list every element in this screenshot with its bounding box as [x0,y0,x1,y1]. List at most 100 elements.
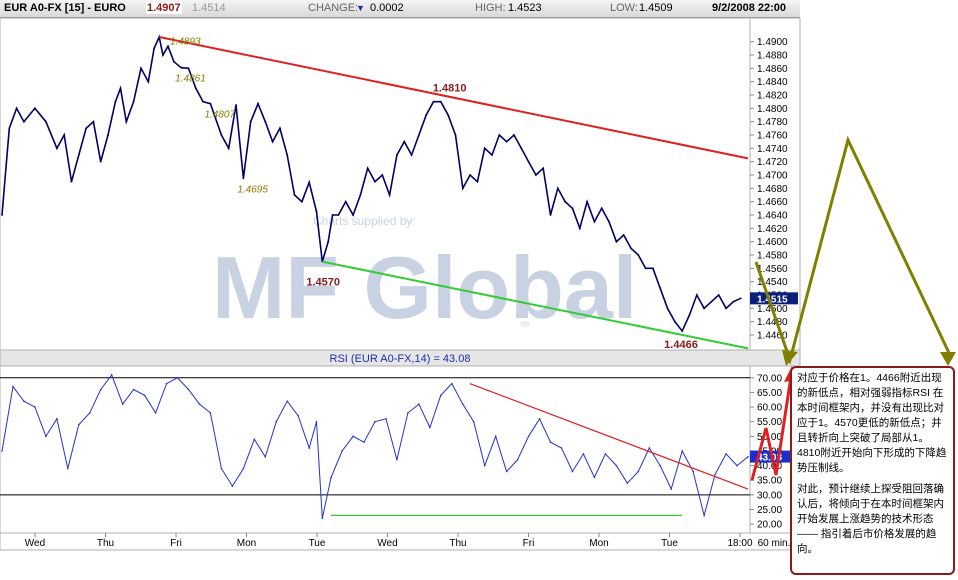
x-tick-label: Wed [377,538,397,549]
price-point [34,107,36,110]
rsi-point [253,438,256,441]
rsi-point [681,450,683,452]
axis-layer: 1.4900 1.4880 1.4860 1.4840 1.4820 1.4800 1.47… [25,37,791,549]
price-point [461,187,464,190]
price-point [630,247,632,250]
x-tick-label: Wed [25,538,45,549]
price-point [374,180,376,183]
rsi-point [396,458,398,461]
price-y-tick-label: 1.4760 [757,131,788,142]
label-layer: 1.4893 1.4861 1.4807 1.4695 1.4810 1.4570 1.44… [170,36,798,464]
price-point [542,167,545,170]
price-point [403,140,406,143]
price-point [23,120,25,123]
price-point [167,45,169,48]
price-point [242,177,245,180]
rsi-y-tick-label: 25.00 [757,505,782,516]
price-y-tick-label: 1.4680 [757,184,788,195]
price-point [92,120,95,123]
price-annotation-label: 1.4893 [170,36,201,47]
rsi-point [440,394,442,397]
price-point [202,100,205,103]
rsi-point [582,453,585,455]
rsi-y-tick-label: 20.00 [757,520,782,531]
price-annotation-label: 1.4810 [433,83,467,95]
price-point [119,87,122,90]
rsi-point [242,467,245,470]
price-point [505,140,508,143]
chart-header: EUR A0-FX [15] - EURO 1.4514 CHANGE: ▼ 0… [0,0,800,18]
rsi-point [648,447,651,449]
rsi-point [34,406,36,408]
price-point [114,100,117,103]
price-point [483,147,486,150]
rsi-point [604,453,607,455]
price-point [44,120,47,123]
price-point [703,307,706,310]
rsi-y-tick-label: 40.00 [757,461,782,472]
price-point [410,154,413,156]
price-point [194,87,197,90]
rsi-point [505,470,508,473]
price-point [107,134,109,136]
rsi-point [352,435,354,438]
price-point [279,127,281,130]
rsi-point [231,485,234,487]
rsi-y-tick-label: 30.00 [757,490,782,501]
rsi-point [121,403,124,405]
rsi-point [714,473,716,476]
price-y-tick-label: 1.4560 [757,264,788,275]
price-annotation-label: 1.4861 [175,74,206,85]
rsi-point [176,376,179,379]
rsi-point [154,412,157,414]
price-y-tick-label: 1.4580 [757,251,788,262]
rsi-projection-arrow [750,369,794,481]
price-annotation-label: 1.4695 [237,184,268,195]
price-point [659,287,662,290]
price-point [447,114,450,116]
rsi-point [23,400,25,403]
price-point [147,80,150,83]
price-point [172,60,175,63]
rsi-point [736,464,738,467]
last-price-partial: 1.4514 [192,2,226,14]
price-point [549,214,552,216]
x-tick-label: Thu [97,538,114,549]
rsi-title: RSI (EUR A0-FX,14) = 43.08 [330,353,471,365]
rsi-point [77,423,80,426]
rsi-y-tick-label: 60.00 [757,403,782,414]
price-point [366,167,369,170]
note-paragraph-2: 对此，预计继续上探受阻回落确认后，将倾向于在本时间框架内开始发展上涨趋势的技术形… [797,483,944,555]
last-price-badge-label: 1.4515 [757,294,788,305]
rsi-point [198,403,201,405]
x-tick-label: Tue [309,538,326,549]
price-y-tick-label: 1.4800 [757,104,788,115]
rsi-point [1,450,3,452]
olive-arrowhead-right [940,352,956,366]
price-point [337,214,340,216]
price-point [527,160,530,163]
price-y-tick-label: 1.4740 [757,144,788,155]
rsi-point [12,385,14,388]
rsi-point [88,412,91,414]
rsi-value-badge [750,450,798,463]
rsi-point [571,470,574,473]
rsi-point [670,488,673,490]
x-tick-label: Tue [661,538,678,549]
rsi-point [407,412,409,414]
price-point [249,120,252,123]
price-point [331,214,334,216]
rsi-point [308,447,310,449]
x-tick-label: Mon [589,538,608,549]
price-point [681,330,684,332]
rsi-point [450,382,453,385]
change-down-icon: ▼ [356,3,365,13]
rsi-point [297,415,300,417]
rsi-point [209,412,212,414]
x-tick-label: Thu [449,538,466,549]
price-point [140,67,142,70]
price-point [425,114,428,116]
rsi-value-badge-label: 43.08 [757,453,782,464]
x-tick-label: 18:00 [727,538,752,549]
rsi-point [143,394,146,397]
